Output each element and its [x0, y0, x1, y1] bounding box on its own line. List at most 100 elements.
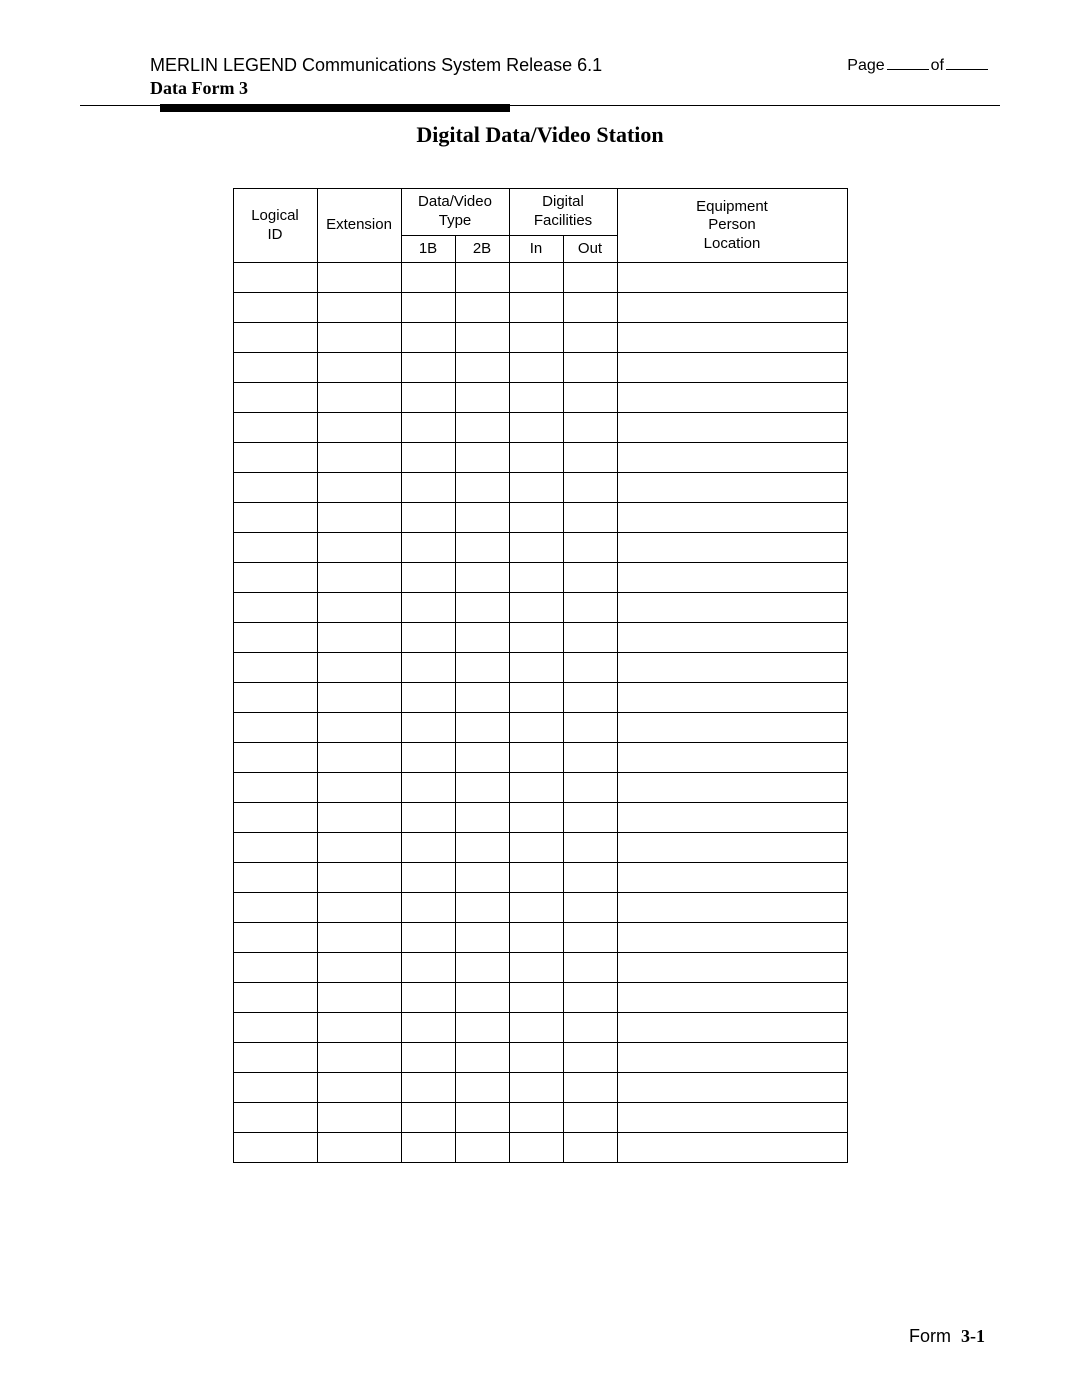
table-cell[interactable]: [617, 383, 847, 413]
table-cell[interactable]: [617, 1073, 847, 1103]
table-cell[interactable]: [317, 323, 401, 353]
table-cell[interactable]: [617, 713, 847, 743]
table-cell[interactable]: [509, 263, 563, 293]
table-cell[interactable]: [317, 1103, 401, 1133]
table-cell[interactable]: [401, 983, 455, 1013]
table-cell[interactable]: [317, 803, 401, 833]
table-cell[interactable]: [509, 773, 563, 803]
table-cell[interactable]: [617, 923, 847, 953]
table-cell[interactable]: [233, 653, 317, 683]
table-cell[interactable]: [617, 863, 847, 893]
table-cell[interactable]: [317, 653, 401, 683]
table-cell[interactable]: [509, 653, 563, 683]
table-cell[interactable]: [563, 1133, 617, 1163]
table-cell[interactable]: [317, 1043, 401, 1073]
table-cell[interactable]: [401, 593, 455, 623]
table-cell[interactable]: [317, 443, 401, 473]
table-cell[interactable]: [617, 623, 847, 653]
table-cell[interactable]: [317, 833, 401, 863]
table-cell[interactable]: [563, 683, 617, 713]
table-cell[interactable]: [317, 353, 401, 383]
table-cell[interactable]: [233, 713, 317, 743]
table-cell[interactable]: [455, 383, 509, 413]
table-cell[interactable]: [233, 893, 317, 923]
table-cell[interactable]: [509, 893, 563, 923]
table-cell[interactable]: [455, 833, 509, 863]
table-cell[interactable]: [233, 473, 317, 503]
table-cell[interactable]: [455, 293, 509, 323]
table-cell[interactable]: [401, 893, 455, 923]
table-cell[interactable]: [455, 503, 509, 533]
table-cell[interactable]: [455, 803, 509, 833]
table-cell[interactable]: [401, 563, 455, 593]
table-cell[interactable]: [617, 473, 847, 503]
table-cell[interactable]: [317, 503, 401, 533]
table-cell[interactable]: [617, 323, 847, 353]
table-cell[interactable]: [317, 863, 401, 893]
table-cell[interactable]: [317, 743, 401, 773]
table-cell[interactable]: [233, 263, 317, 293]
table-cell[interactable]: [509, 743, 563, 773]
table-cell[interactable]: [455, 1103, 509, 1133]
table-cell[interactable]: [401, 683, 455, 713]
table-cell[interactable]: [509, 533, 563, 563]
table-cell[interactable]: [455, 653, 509, 683]
table-cell[interactable]: [617, 1133, 847, 1163]
table-cell[interactable]: [563, 623, 617, 653]
table-cell[interactable]: [563, 833, 617, 863]
table-cell[interactable]: [233, 1133, 317, 1163]
table-cell[interactable]: [563, 953, 617, 983]
table-cell[interactable]: [509, 563, 563, 593]
page-blank-current[interactable]: [887, 58, 929, 70]
table-cell[interactable]: [509, 803, 563, 833]
table-cell[interactable]: [401, 653, 455, 683]
table-cell[interactable]: [455, 473, 509, 503]
table-cell[interactable]: [233, 833, 317, 863]
table-cell[interactable]: [617, 683, 847, 713]
table-cell[interactable]: [233, 983, 317, 1013]
table-cell[interactable]: [563, 893, 617, 923]
table-cell[interactable]: [509, 413, 563, 443]
table-cell[interactable]: [401, 503, 455, 533]
table-cell[interactable]: [455, 263, 509, 293]
table-cell[interactable]: [317, 1013, 401, 1043]
table-cell[interactable]: [617, 653, 847, 683]
table-cell[interactable]: [233, 743, 317, 773]
table-cell[interactable]: [401, 413, 455, 443]
table-cell[interactable]: [563, 1043, 617, 1073]
table-cell[interactable]: [455, 353, 509, 383]
table-cell[interactable]: [509, 713, 563, 743]
table-cell[interactable]: [563, 353, 617, 383]
table-cell[interactable]: [455, 323, 509, 353]
table-cell[interactable]: [617, 1103, 847, 1133]
table-cell[interactable]: [509, 503, 563, 533]
table-cell[interactable]: [617, 503, 847, 533]
table-cell[interactable]: [617, 293, 847, 323]
table-cell[interactable]: [455, 443, 509, 473]
table-cell[interactable]: [509, 623, 563, 653]
table-cell[interactable]: [317, 593, 401, 623]
table-cell[interactable]: [401, 773, 455, 803]
table-cell[interactable]: [509, 923, 563, 953]
table-cell[interactable]: [509, 1103, 563, 1133]
table-cell[interactable]: [563, 293, 617, 323]
table-cell[interactable]: [233, 563, 317, 593]
table-cell[interactable]: [401, 713, 455, 743]
table-cell[interactable]: [401, 923, 455, 953]
table-cell[interactable]: [233, 413, 317, 443]
table-cell[interactable]: [509, 1043, 563, 1073]
table-cell[interactable]: [401, 1043, 455, 1073]
table-cell[interactable]: [317, 623, 401, 653]
table-cell[interactable]: [317, 413, 401, 443]
table-cell[interactable]: [563, 1103, 617, 1133]
table-cell[interactable]: [233, 353, 317, 383]
table-cell[interactable]: [455, 983, 509, 1013]
table-cell[interactable]: [233, 293, 317, 323]
table-cell[interactable]: [563, 923, 617, 953]
table-cell[interactable]: [509, 953, 563, 983]
table-cell[interactable]: [401, 833, 455, 863]
table-cell[interactable]: [617, 413, 847, 443]
table-cell[interactable]: [617, 953, 847, 983]
table-cell[interactable]: [401, 443, 455, 473]
table-cell[interactable]: [509, 1133, 563, 1163]
